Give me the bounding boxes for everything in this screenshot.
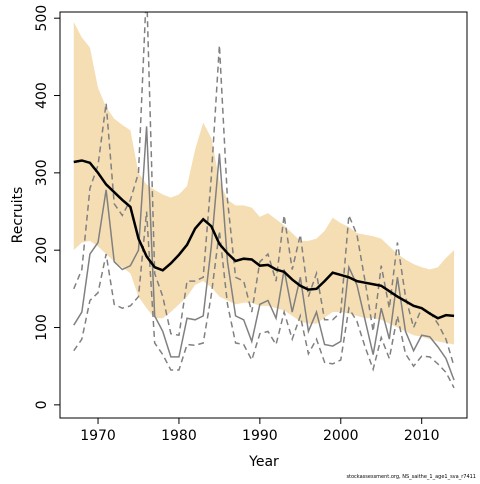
footnote: stockassessment.org, NS_saithe_1_age1_sv… [346,474,476,480]
y-axis-label: Recruits [10,187,26,244]
x-tick-label: 1980 [161,428,197,444]
y-tick-label: 500 [34,5,50,32]
series-line [73,159,455,320]
series-line [73,126,455,381]
series-line [73,12,455,367]
plot-frame [59,11,468,419]
plot-area [73,12,455,389]
y-tick-label: 400 [34,82,50,109]
y-tick-label: 300 [34,159,50,186]
y-tick-label: 200 [34,237,50,264]
x-tick-label: 2010 [404,428,440,444]
y-tick-label: 100 [34,314,50,341]
series-line [73,211,455,389]
x-tick-label: 1990 [242,428,278,444]
y-tick-label: 0 [34,400,50,409]
x-axis-label: Year [248,454,279,470]
x-tick-label: 2000 [323,428,359,444]
x-tick-label: 1970 [80,428,116,444]
